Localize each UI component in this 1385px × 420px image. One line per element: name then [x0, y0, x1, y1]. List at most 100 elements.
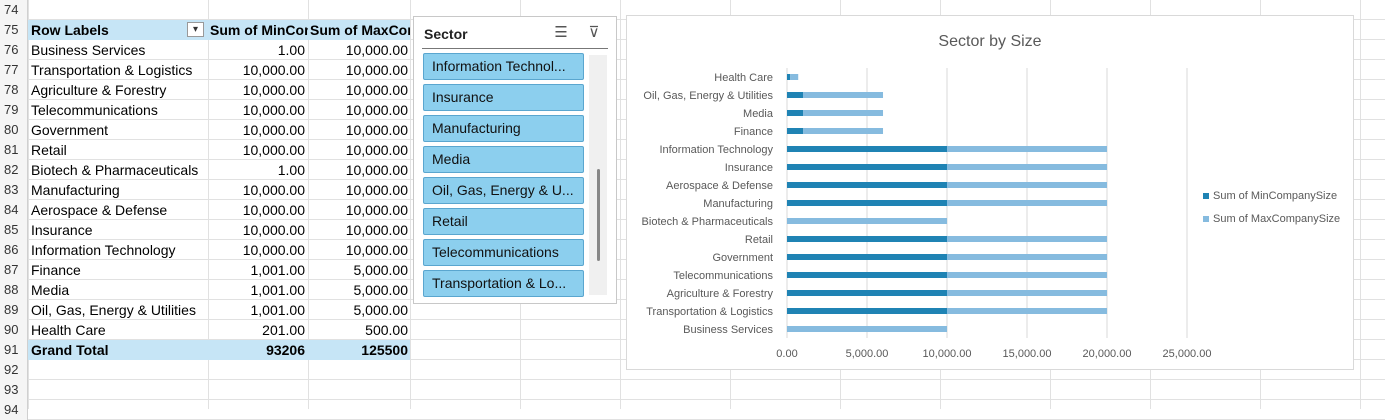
pivot-min-value[interactable]: 1,001.00	[250, 282, 306, 298]
slicer-item[interactable]: Information Technol...	[423, 53, 584, 80]
row-number[interactable]: 89	[0, 300, 28, 320]
slicer-item[interactable]: Oil, Gas, Energy & U...	[423, 177, 584, 204]
sheet-row[interactable]: 94	[0, 400, 1385, 420]
pivot-header-row-labels[interactable]: Row Labels	[28, 20, 208, 40]
row-number[interactable]: 87	[0, 260, 28, 280]
pivot-max-value[interactable]: 10,000.00	[345, 42, 408, 58]
pivot-min-value[interactable]: 1.00	[277, 162, 305, 178]
pivot-header-min[interactable]: Sum of MinCompanySize	[208, 20, 308, 40]
chart-svg: Sector by Size 0.00 5,000.00 10,000.00 15,00…	[642, 33, 1341, 360]
row-number[interactable]: 80	[0, 120, 28, 140]
row-number[interactable]: 93	[0, 380, 28, 400]
pivot-min-value[interactable]: 10,000.00	[242, 182, 305, 198]
slicer-item[interactable]: Manufacturing	[423, 115, 584, 142]
row-number[interactable]: 92	[0, 360, 28, 380]
pivot-min-value[interactable]: 10,000.00	[242, 102, 305, 118]
pivot-min-value[interactable]: 1,001.00	[250, 262, 306, 278]
row-number[interactable]: 85	[0, 220, 28, 240]
slicer-scroll-thumb[interactable]	[597, 169, 600, 261]
pivot-min-value[interactable]: 10,000.00	[242, 142, 305, 158]
pivot-row-label[interactable]: Transportation & Logistics	[31, 62, 193, 78]
pivot-row-label[interactable]: Health Care	[31, 322, 106, 338]
grand-total-max[interactable]: 125500	[308, 340, 408, 360]
pivot-min-value[interactable]: 10,000.00	[242, 242, 305, 258]
pivot-max-value[interactable]: 10,000.00	[345, 82, 408, 98]
row-number[interactable]: 77	[0, 60, 28, 80]
slicer-item[interactable]: Telecommunications	[423, 239, 584, 266]
pivot-row-label[interactable]: Government	[31, 122, 109, 138]
row-number[interactable]: 86	[0, 240, 28, 260]
pivot-min-value[interactable]: 1,001.00	[250, 302, 306, 318]
sector-chart[interactable]: Sector by Size 0.00 5,000.00 10,000.00 15,00…	[626, 15, 1354, 370]
pivot-max-value[interactable]: 10,000.00	[345, 162, 408, 178]
row-number[interactable]: 74	[0, 0, 28, 20]
sheet-row[interactable]: 93	[0, 380, 1385, 400]
sheet-row[interactable]: 92	[0, 360, 1385, 380]
slicer-item[interactable]: Retail	[423, 208, 584, 235]
pivot-max-value[interactable]: 10,000.00	[345, 222, 408, 238]
grand-total-label[interactable]: Grand Total	[31, 340, 206, 360]
bar-segment	[947, 290, 1107, 296]
pivot-min-value[interactable]: 10,000.00	[242, 202, 305, 218]
row-number[interactable]: 75	[0, 20, 28, 40]
pivot-max-value[interactable]: 500.00	[365, 322, 408, 338]
pivot-min-value[interactable]: 201.00	[262, 322, 305, 338]
sector-slicer[interactable]: Sector ☰ ⊽ Information Technol... Insuran…	[413, 16, 617, 304]
pivot-max-value[interactable]: 10,000.00	[345, 122, 408, 138]
pivot-row-label[interactable]: Retail	[31, 142, 67, 158]
pivot-row-label[interactable]: Biotech & Pharmaceuticals	[31, 162, 199, 178]
pivot-row-label[interactable]: Business Services	[31, 42, 146, 58]
y-category-label: Insurance	[725, 162, 773, 174]
pivot-max-value[interactable]: 10,000.00	[345, 102, 408, 118]
slicer-scrollbar[interactable]	[589, 55, 607, 295]
pivot-max-value[interactable]: 10,000.00	[345, 202, 408, 218]
pivot-max-value[interactable]: 5,000.00	[353, 282, 409, 298]
row-labels-filter-button[interactable]: ▾	[187, 22, 204, 37]
pivot-min-value[interactable]: 10,000.00	[242, 122, 305, 138]
pivot-row-label[interactable]: Information Technology	[31, 242, 176, 258]
pivot-row-label[interactable]: Oil, Gas, Energy & Utilities	[31, 302, 196, 318]
y-category-label: Manufacturing	[703, 198, 773, 210]
row-number[interactable]: 88	[0, 280, 28, 300]
pivot-min-value[interactable]: 10,000.00	[242, 62, 305, 78]
pivot-max-value[interactable]: 10,000.00	[345, 242, 408, 258]
pivot-min-value[interactable]: 1.00	[277, 42, 305, 58]
pivot-row-label[interactable]: Finance	[31, 262, 81, 278]
pivot-max-value[interactable]: 5,000.00	[353, 302, 409, 318]
pivot-row-label[interactable]: Media	[31, 282, 70, 298]
row-number[interactable]: 83	[0, 180, 28, 200]
pivot-min-value[interactable]: 10,000.00	[242, 82, 305, 98]
grand-total-min[interactable]: 93206	[208, 340, 305, 360]
x-tick-label: 20,000.00	[1083, 348, 1132, 360]
pivot-max-value[interactable]: 10,000.00	[345, 62, 408, 78]
pivot-min-value[interactable]: 10,000.00	[242, 222, 305, 238]
row-number[interactable]: 76	[0, 40, 28, 60]
row-number[interactable]: 84	[0, 200, 28, 220]
row-number[interactable]: 78	[0, 80, 28, 100]
slicer-item[interactable]: Insurance	[423, 84, 584, 111]
row-number[interactable]: 81	[0, 140, 28, 160]
pivot-row-label[interactable]: Manufacturing	[31, 182, 120, 198]
slicer-item[interactable]: Media	[423, 146, 584, 173]
row-number[interactable]: 82	[0, 160, 28, 180]
legend-swatch	[1203, 193, 1209, 199]
pivot-row-label[interactable]: Insurance	[31, 222, 93, 238]
row-number[interactable]: 91	[0, 340, 28, 360]
clear-filter-icon[interactable]: ⊽	[588, 24, 600, 41]
pivot-max-value[interactable]: 10,000.00	[345, 182, 408, 198]
slicer-title: Sector	[424, 26, 468, 42]
pivot-max-value[interactable]: 5,000.00	[353, 262, 409, 278]
row-number[interactable]: 79	[0, 100, 28, 120]
pivot-row-label[interactable]: Telecommunications	[31, 102, 158, 118]
legend-entry: Sum of MaxCompanySize	[1213, 213, 1340, 225]
pivot-row-label[interactable]: Aerospace & Defense	[31, 202, 168, 218]
slicer-item[interactable]: Transportation & Lo...	[423, 270, 584, 297]
pivot-header-max[interactable]: Sum of MaxCompanySize	[308, 20, 410, 40]
x-tick-label: 5,000.00	[846, 348, 889, 360]
row-number[interactable]: 90	[0, 320, 28, 340]
legend-entry: Sum of MinCompanySize	[1213, 190, 1337, 202]
pivot-row-label[interactable]: Agriculture & Forestry	[31, 82, 167, 98]
pivot-max-value[interactable]: 10,000.00	[345, 142, 408, 158]
multi-select-icon[interactable]: ☰	[554, 24, 568, 41]
row-number[interactable]: 94	[0, 400, 28, 420]
